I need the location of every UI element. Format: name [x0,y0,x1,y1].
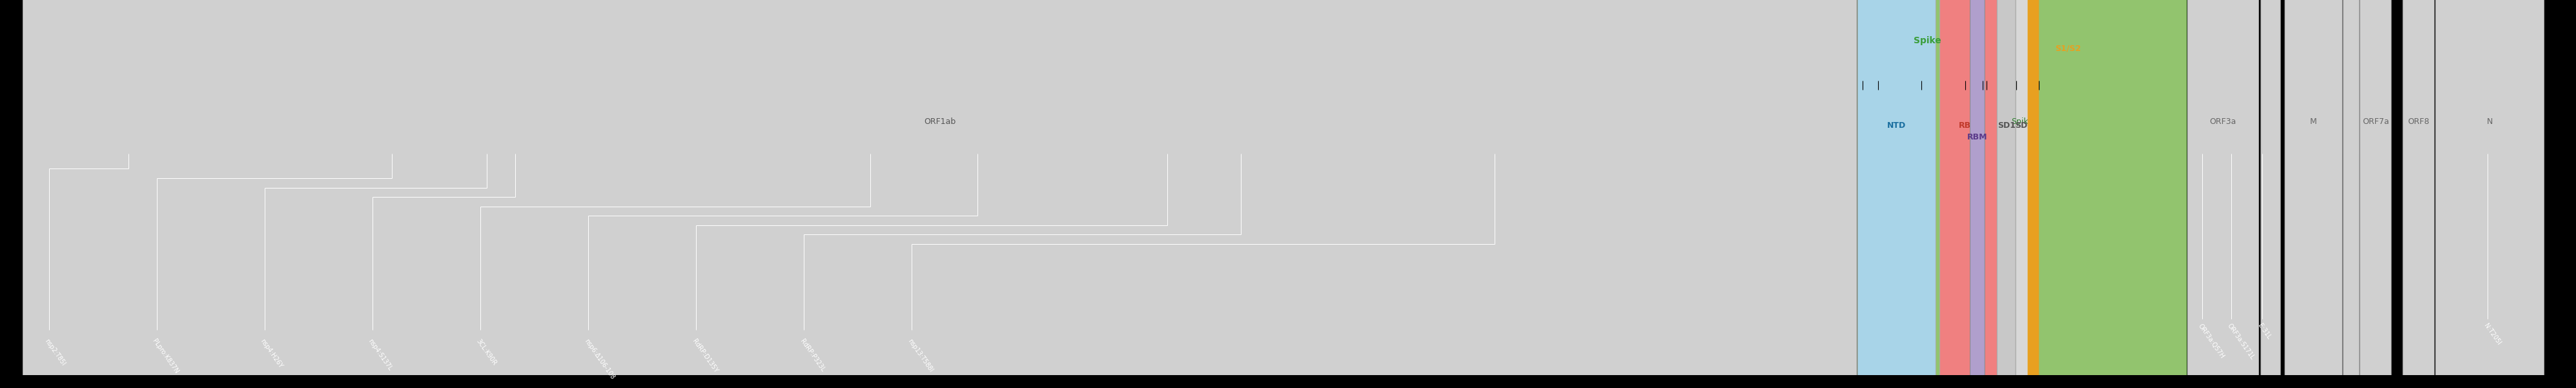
Text: M: M [2311,118,2316,126]
FancyBboxPatch shape [2187,0,2259,388]
Text: Spike: Spike [2012,118,2032,126]
Text: S1/S2: S1/S2 [2056,44,2081,52]
Text: Spike: Spike [1914,36,1942,45]
Text: N:T205I: N:T205I [2483,322,2501,346]
FancyBboxPatch shape [2262,0,2280,388]
Text: nsp2:T85I: nsp2:T85I [44,338,67,367]
FancyBboxPatch shape [2027,0,2038,388]
FancyBboxPatch shape [2285,0,2342,388]
Text: SD1: SD1 [1996,121,2014,130]
FancyBboxPatch shape [1857,0,2187,388]
Text: 3CL:K90R: 3CL:K90R [474,338,497,366]
Text: E:31L: E:31L [2257,322,2272,341]
Text: nsp4:H26Y: nsp4:H26Y [260,338,283,369]
FancyBboxPatch shape [2403,0,2434,388]
FancyBboxPatch shape [23,0,1857,388]
Text: RdRP:P323L: RdRP:P323L [799,338,827,372]
Text: NTD: NTD [1888,121,1906,130]
Text: N: N [2486,118,2494,126]
FancyBboxPatch shape [2437,0,2545,388]
Text: nsp4:S137L: nsp4:S137L [368,338,394,371]
FancyBboxPatch shape [2344,0,2360,388]
Text: ORF8: ORF8 [2409,118,2429,126]
Text: ORF1ab: ORF1ab [925,118,956,126]
Text: nsp6:Δ106-108: nsp6:Δ106-108 [582,338,616,380]
Text: PLpro:K837N: PLpro:K837N [152,338,180,374]
FancyBboxPatch shape [1857,0,1935,388]
FancyBboxPatch shape [1971,0,1984,388]
FancyBboxPatch shape [1940,0,1996,388]
Text: RBM: RBM [1968,133,1989,141]
FancyBboxPatch shape [2017,0,2032,388]
Text: SD2: SD2 [2014,121,2032,130]
Text: RdRP:D135Y: RdRP:D135Y [690,338,719,374]
Text: nsp13:T588I: nsp13:T588I [907,338,935,373]
Text: RBD: RBD [1958,121,1978,130]
FancyBboxPatch shape [1996,0,2014,388]
Text: ORF3a:Q57H: ORF3a:Q57H [2197,322,2226,360]
Text: ORF7a: ORF7a [2362,118,2388,126]
Text: ORF3a: ORF3a [2210,118,2236,126]
FancyBboxPatch shape [2360,0,2391,388]
Text: ORF3a:S171L: ORF3a:S171L [2226,322,2257,361]
